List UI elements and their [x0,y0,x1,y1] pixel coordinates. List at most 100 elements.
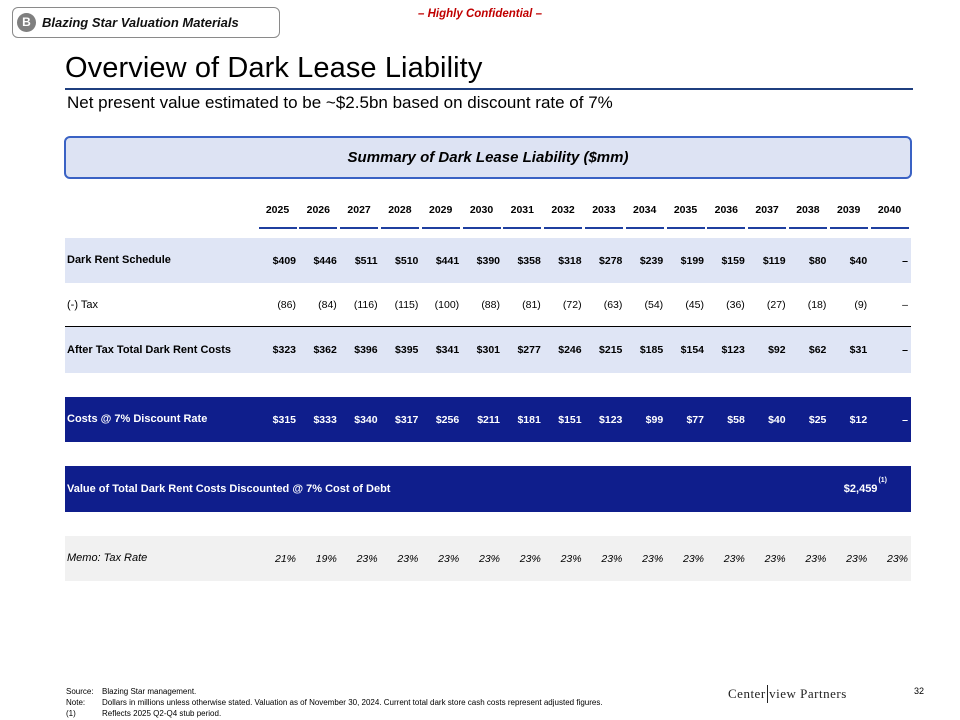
year-underline [788,227,827,229]
logo-left-text: Center [728,686,766,701]
logo-right-text: view Partners [769,686,847,701]
value-cell: (63) [603,299,623,311]
value-cell: $199 [680,254,704,267]
page-number: 32 [914,686,925,696]
value-cell: $154 [680,344,704,356]
year-header-cell: 2035 [673,204,698,216]
value-cell: (88) [481,299,500,311]
year-header-cell: 2036 [714,204,738,216]
value-cell: 19% [315,552,337,565]
value-cell: 23% [682,552,704,565]
value-cell: (72) [562,299,582,311]
year-underline [462,227,501,229]
footnote-1: (1) Reflects 2025 Q2-Q4 stub period. [66,709,222,718]
value-cell: $185 [639,344,664,356]
value-cell: $62 [808,344,827,356]
year-underline [544,227,583,229]
value-cell: $123 [599,413,623,426]
value-cell: $390 [476,254,500,267]
value-cell: $77 [686,413,704,426]
row-label: Dark Rent Schedule [67,254,171,266]
value-cell: $58 [727,413,745,426]
value-cell: (27) [766,299,786,311]
value-cell: $215 [599,344,623,356]
subtotal-rule [65,326,911,327]
value-cell: (18) [807,299,827,311]
value-cell: 23% [356,552,378,565]
tax-row: (-) Tax (86) (84) (116) (115) (100) (88) (81) (… [65,284,911,326]
value-cell: – [902,299,908,311]
value-cell: (116) [353,299,378,311]
dark-rent-schedule-row: Dark Rent Schedule $409 $446 $511 $510 $441 $… [65,238,911,283]
value-cell: 23% [846,552,868,565]
total-discounted-value-row: Value of Total Dark Rent Costs Discounte… [65,466,911,512]
memo-tax-rate-row: Memo: Tax Rate 21% 19% 23% 23% 23% 23% 23% 23% 2… [65,536,911,581]
value-cell: (54) [644,299,664,311]
value-cell: $396 [354,344,378,356]
value-cell: 23% [478,552,500,565]
value-cell: (86) [277,299,296,311]
value-cell: 23% [519,552,541,565]
year-header-cell: 2039 [837,204,861,216]
value-cell: $159 [721,254,745,267]
value-cell: 23% [764,552,786,565]
year-underline [584,227,623,229]
centerview-logo: Center view Partners [728,685,847,704]
value-cell: $315 [272,413,296,426]
year-underline [707,227,746,229]
row-label: Costs @ 7% Discount Rate [67,413,208,425]
year-header-cell: 2031 [510,204,534,216]
value-cell: $12 [849,413,868,426]
page-subtitle: Net present value estimated to be ~$2.5b… [67,93,613,112]
value-cell: $123 [721,344,745,356]
value-cell: $99 [645,413,664,426]
value-cell: 23% [438,552,460,565]
value-cell: (84) [318,299,337,311]
value-cell: – [902,413,908,426]
value-cell: 23% [642,552,664,565]
value-cell: $40 [768,413,786,426]
value-cell: $409 [272,254,296,267]
value-cell: $358 [517,254,541,267]
year-underline [380,227,419,229]
year-underline [299,227,338,229]
confidential-notice: – Highly Confidential – [418,8,542,20]
year-header-cell: 2025 [265,204,290,216]
year-underline [829,227,868,229]
year-header-cell: 2029 [429,204,453,216]
year-header-cell: 2032 [551,204,575,216]
value-cell: $341 [435,344,460,356]
logo-divider [766,685,769,704]
value-cell: $256 [435,413,460,426]
value-cell: (81) [522,299,541,311]
year-header-cell: 2037 [755,204,779,216]
value-cell: $31 [849,344,868,356]
value-cell: $395 [395,344,419,356]
section-letter-badge: B [17,13,36,32]
value-cell: $25 [808,413,827,426]
total-value-amount: $2,459 [843,483,878,495]
value-cell: – [902,254,908,267]
value-cell: 23% [560,552,582,565]
after-tax-total-row: After Tax Total Dark Rent Costs $323 $362… [65,327,911,373]
row-label: (-) Tax [67,299,98,311]
value-cell: (45) [685,299,704,311]
value-cell: 23% [723,552,745,565]
year-underline [503,227,542,229]
value-cell: $511 [354,254,378,267]
summary-header: Summary of Dark Lease Liability ($mm) [64,136,912,179]
year-header-cell: 2026 [306,204,330,216]
section-tag: B Blazing Star Valuation Materials [12,7,280,38]
value-cell: $318 [558,254,582,267]
year-underline [421,227,460,229]
value-cell: (36) [726,299,745,311]
year-header-cell: 2033 [592,204,616,216]
value-cell: $92 [768,344,786,356]
year-underline [870,227,909,229]
year-header-cell: 2034 [633,204,657,216]
value-cell: $323 [272,344,296,356]
value-cell: $151 [558,413,582,426]
value-cell: $441 [435,254,460,267]
value-cell: (9) [854,299,868,311]
footnote-note: Note: Dollars in millions unless otherwis… [66,698,603,707]
